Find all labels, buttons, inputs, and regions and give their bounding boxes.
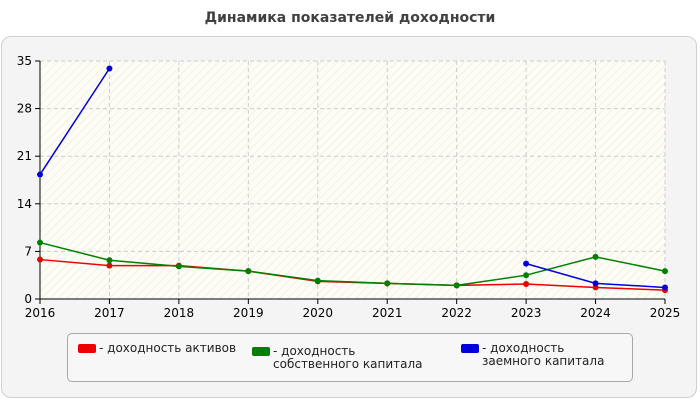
legend-label-equity: - доходность собственного капитала bbox=[273, 344, 423, 371]
chart-title: Динамика показателей доходности bbox=[204, 10, 496, 26]
y-tick-label: 0 bbox=[24, 292, 32, 306]
x-tick-label: 2021 bbox=[372, 306, 403, 320]
y-tick-label: 21 bbox=[17, 149, 32, 163]
x-tick-label: 2025 bbox=[650, 306, 681, 320]
data-point bbox=[523, 281, 530, 288]
series-2 bbox=[37, 65, 668, 291]
legend: - доходность активов - доходность собств… bbox=[67, 333, 633, 382]
data-point bbox=[662, 268, 668, 275]
legend-swatch-equity bbox=[252, 347, 270, 356]
y-tick-label: 28 bbox=[17, 102, 32, 116]
x-tick-label: 2019 bbox=[233, 306, 264, 320]
x-tick-label: 2023 bbox=[511, 306, 542, 320]
data-point bbox=[175, 263, 182, 270]
legend-swatch-debt bbox=[461, 344, 479, 353]
x-tick-label: 2017 bbox=[94, 306, 125, 320]
legend-label-debt: - доходность заемного капитала bbox=[482, 341, 605, 368]
data-point bbox=[523, 260, 530, 267]
axes: 0 7 14 21 28 35 2016 2017 2018 2019 2020 2021 2022 20… bbox=[17, 54, 681, 320]
data-point bbox=[106, 257, 113, 264]
series-line bbox=[39, 241, 666, 287]
y-tick-label: 35 bbox=[17, 54, 32, 68]
x-tick-label: 2018 bbox=[164, 306, 195, 320]
x-tick-label: 2022 bbox=[441, 306, 472, 320]
plot-area bbox=[40, 61, 665, 299]
data-point bbox=[592, 280, 599, 287]
data-point bbox=[106, 262, 113, 269]
x-tick-label: 2024 bbox=[580, 306, 611, 320]
data-point bbox=[523, 272, 530, 279]
series-line bbox=[39, 68, 111, 175]
data-point bbox=[384, 280, 391, 287]
x-tick-label: 2016 bbox=[25, 306, 56, 320]
data-point bbox=[37, 239, 43, 246]
data-point bbox=[592, 253, 599, 260]
series-1 bbox=[37, 239, 668, 289]
series-layer bbox=[37, 65, 668, 294]
data-point bbox=[37, 171, 43, 178]
x-tick-label: 2020 bbox=[303, 306, 334, 320]
legend-label-assets: - доходность активов bbox=[99, 341, 237, 355]
data-point bbox=[662, 284, 668, 291]
legend-swatch-assets bbox=[78, 344, 96, 353]
data-point bbox=[314, 277, 321, 284]
data-point bbox=[245, 268, 252, 275]
data-point bbox=[106, 65, 113, 72]
data-point bbox=[453, 282, 460, 289]
y-tick-label: 7 bbox=[24, 244, 32, 258]
data-point bbox=[37, 256, 43, 263]
y-tick-label: 14 bbox=[17, 197, 32, 211]
